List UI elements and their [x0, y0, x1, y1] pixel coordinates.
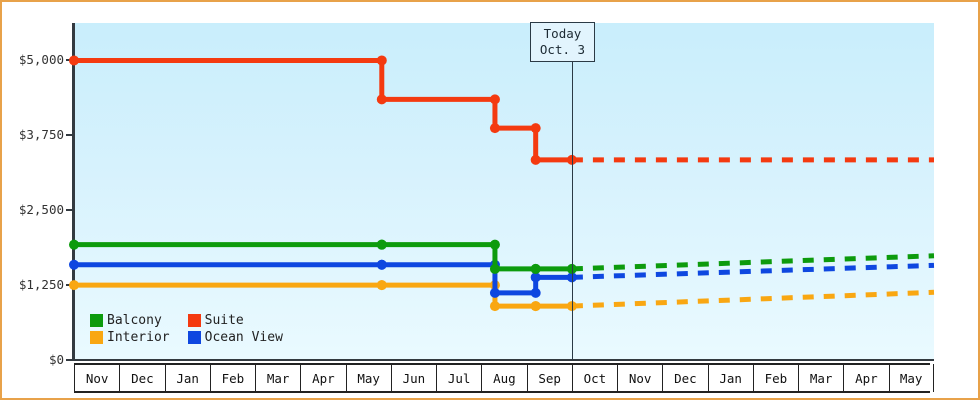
series-point-marker[interactable] — [69, 55, 79, 66]
y-tick-mark — [66, 209, 74, 212]
legend-swatch-icon — [187, 331, 201, 344]
month-cell[interactable]: Nov — [74, 364, 119, 392]
legend-swatch-icon — [90, 331, 103, 344]
legend-label: Suite — [204, 313, 244, 328]
series-point-marker[interactable] — [376, 94, 387, 105]
y-tick-mark — [66, 359, 74, 361]
month-cell[interactable]: Dec — [662, 364, 707, 392]
y-tick-label-wrap: $0 — [2, 352, 64, 367]
today-vertical-line — [571, 23, 574, 360]
series-ocean-view — [69, 259, 935, 298]
series-point-marker[interactable] — [376, 259, 387, 270]
month-cell[interactable]: Jul — [436, 364, 481, 392]
series-point-marker[interactable] — [489, 287, 500, 298]
legend-label: Balcony — [107, 313, 162, 328]
series-point-marker[interactable] — [530, 272, 541, 283]
month-axis-labels: Nov Dec Jan Feb Mar Apr May Jun Jul Aug Sep Oct Nov D… — [74, 364, 934, 392]
series-point-marker[interactable] — [489, 301, 500, 312]
y-tick-label-wrap: $1,250 — [2, 277, 64, 292]
series-forecast-dashed-line — [571, 289, 935, 309]
today-label-line2: Oct. 3 — [539, 41, 586, 57]
legend-item[interactable]: Ocean View — [187, 330, 283, 345]
series-forecast-dashed-line — [571, 253, 935, 272]
legend-label: Interior — [107, 330, 170, 345]
legend-swatch-icon — [90, 314, 103, 327]
month-cell[interactable]: Jun — [390, 364, 436, 392]
series-point-marker[interactable] — [530, 123, 541, 134]
legend-item[interactable]: Balcony — [90, 313, 170, 328]
series-point-marker[interactable] — [530, 263, 541, 274]
y-tick-label: $0 — [48, 352, 64, 367]
y-tick-label: $3,750 — [18, 127, 64, 143]
series-point-marker[interactable] — [489, 239, 500, 250]
month-cell[interactable]: Mar — [255, 364, 300, 392]
y-tick-label-wrap: $3,750 — [2, 127, 64, 142]
month-cell[interactable]: Dec — [119, 364, 164, 392]
legend-label: Ocean View — [204, 330, 283, 345]
y-tick-label: $5,000 — [18, 52, 64, 68]
chart-legend: Balcony Suite Interior Ocean View — [90, 313, 283, 345]
today-label-box: Today Oct. 3 — [529, 22, 596, 63]
legend-item[interactable]: Suite — [187, 313, 283, 328]
y-axis-line — [72, 23, 75, 360]
series-point-marker[interactable] — [376, 55, 387, 66]
month-cell[interactable]: Apr — [843, 364, 888, 392]
series-suite — [69, 55, 934, 165]
y-tick-label-wrap: $5,000 — [2, 52, 64, 67]
month-strip-bottom-rule — [74, 391, 930, 393]
y-tick-label: $2,500 — [18, 202, 64, 218]
series-solid-line — [74, 57, 572, 163]
today-label-line1: Today — [543, 26, 582, 41]
y-tick-label: $1,250 — [18, 277, 64, 293]
series-point-marker[interactable] — [376, 239, 387, 250]
series-point-marker[interactable] — [69, 259, 79, 270]
series-point-marker[interactable] — [376, 280, 387, 291]
month-cell[interactable]: Apr — [300, 364, 345, 392]
month-cell[interactable]: Jan — [164, 364, 210, 392]
month-cell[interactable]: Nov — [617, 364, 662, 392]
series-point-marker[interactable] — [489, 123, 500, 134]
y-tick-label-wrap: $2,500 — [2, 202, 64, 217]
series-point-marker[interactable] — [69, 239, 79, 250]
month-cell[interactable]: May — [345, 364, 391, 392]
series-point-marker[interactable] — [530, 154, 541, 165]
month-cell[interactable]: Mar — [798, 364, 843, 392]
series-point-marker[interactable] — [489, 263, 500, 274]
series-point-marker[interactable] — [489, 94, 500, 105]
series-solid-line — [74, 242, 572, 272]
series-point-marker[interactable] — [530, 287, 541, 298]
series-balcony — [69, 239, 935, 274]
x-axis-line — [72, 359, 934, 361]
series-forecast-dashed-line — [571, 262, 935, 280]
month-cell[interactable]: Aug — [481, 364, 526, 392]
legend-item[interactable]: Interior — [90, 330, 170, 345]
month-cell[interactable]: Feb — [752, 364, 798, 392]
month-cell[interactable]: Feb — [209, 364, 255, 392]
month-cell[interactable]: Jan — [707, 364, 753, 392]
series-point-marker[interactable] — [69, 280, 79, 291]
month-cell[interactable]: May — [888, 364, 934, 392]
series-interior — [69, 280, 935, 312]
month-cell[interactable]: Sep — [526, 364, 572, 392]
month-cell[interactable]: Oct — [571, 364, 617, 392]
series-point-marker[interactable] — [530, 301, 541, 312]
legend-swatch-icon — [187, 314, 201, 327]
month-strip-top-rule — [74, 363, 930, 365]
y-tick-mark — [66, 134, 74, 137]
